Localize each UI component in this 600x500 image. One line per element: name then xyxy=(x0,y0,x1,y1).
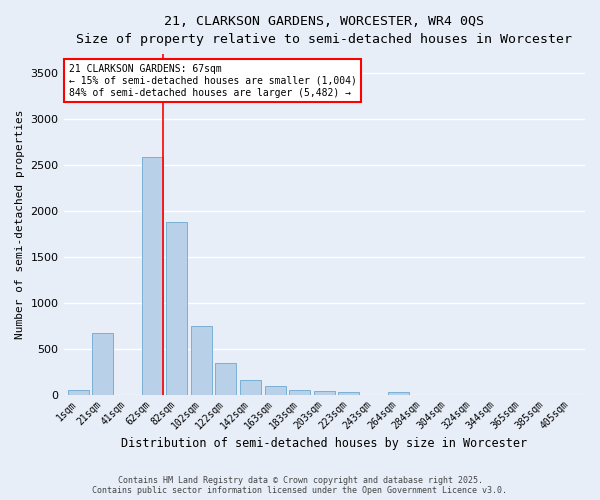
Bar xyxy=(265,386,286,394)
Y-axis label: Number of semi-detached properties: Number of semi-detached properties xyxy=(15,110,25,339)
Bar xyxy=(240,380,261,394)
Bar xyxy=(166,222,187,394)
Bar xyxy=(92,333,113,394)
X-axis label: Distribution of semi-detached houses by size in Worcester: Distribution of semi-detached houses by … xyxy=(121,437,527,450)
Bar xyxy=(142,157,163,394)
Bar xyxy=(388,392,409,394)
Bar xyxy=(338,392,359,394)
Bar xyxy=(68,390,89,394)
Text: 21 CLARKSON GARDENS: 67sqm
← 15% of semi-detached houses are smaller (1,004)
84%: 21 CLARKSON GARDENS: 67sqm ← 15% of semi… xyxy=(69,64,356,98)
Bar xyxy=(191,326,212,394)
Bar xyxy=(314,392,335,394)
Text: Contains HM Land Registry data © Crown copyright and database right 2025.
Contai: Contains HM Land Registry data © Crown c… xyxy=(92,476,508,495)
Bar xyxy=(289,390,310,394)
Title: 21, CLARKSON GARDENS, WORCESTER, WR4 0QS
Size of property relative to semi-detac: 21, CLARKSON GARDENS, WORCESTER, WR4 0QS… xyxy=(76,15,572,46)
Bar xyxy=(215,364,236,394)
